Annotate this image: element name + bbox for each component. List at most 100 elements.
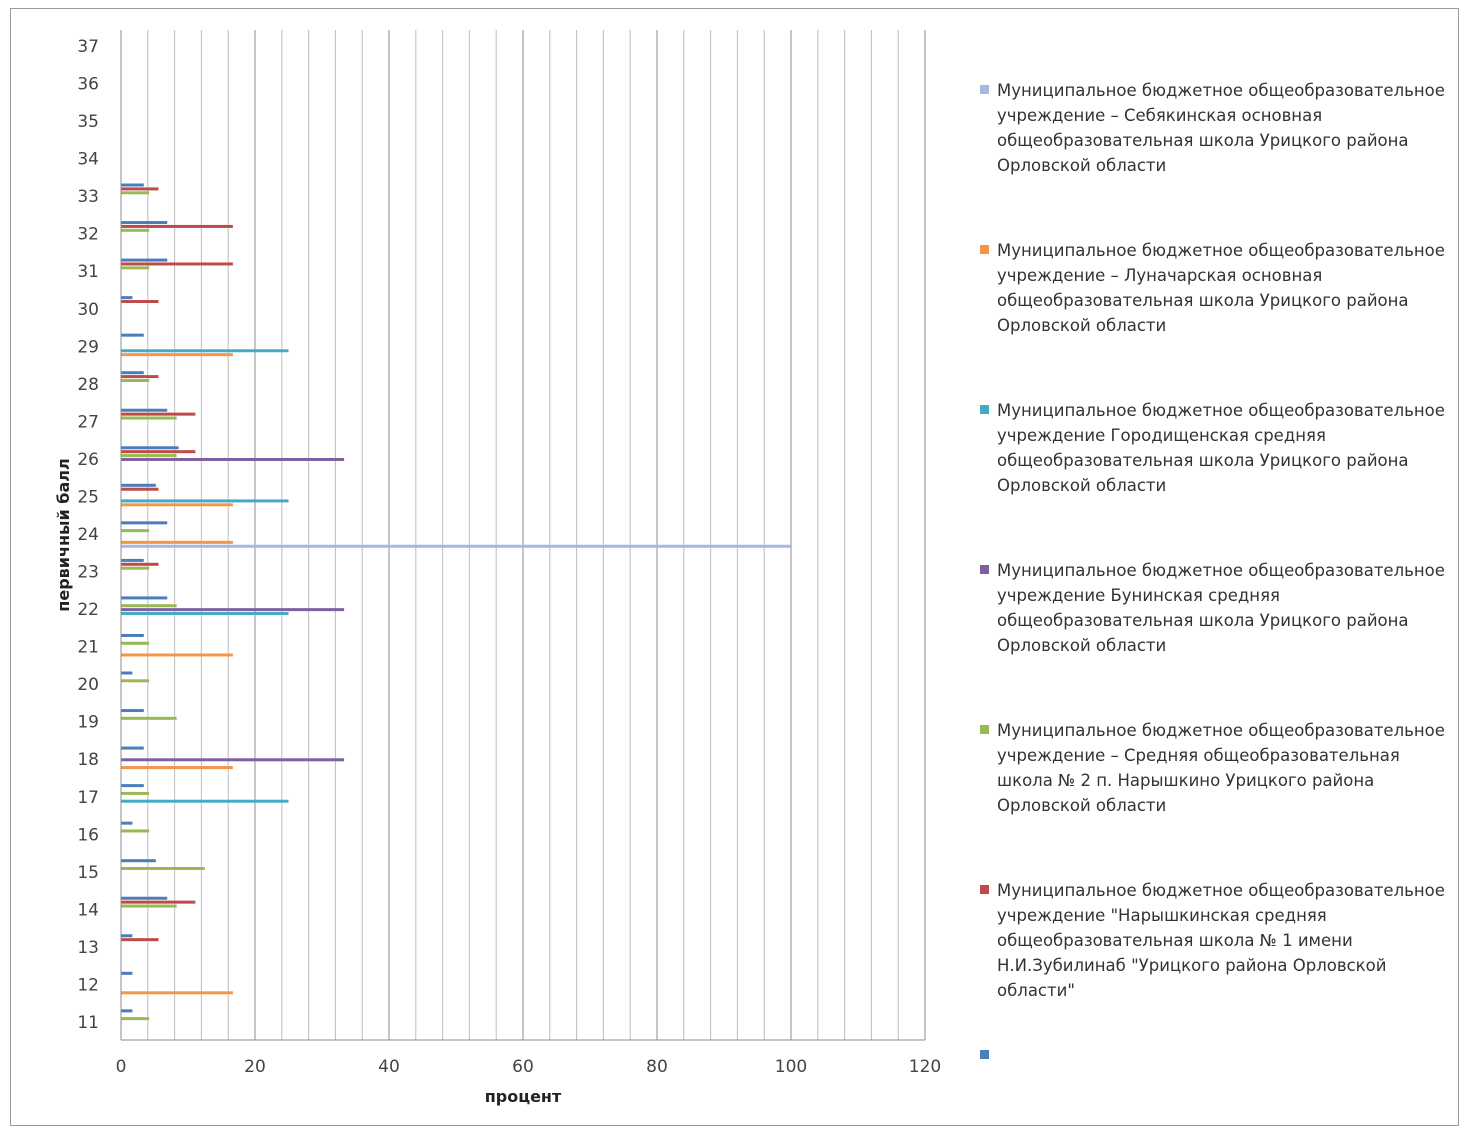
chart-frame xyxy=(10,8,1459,1126)
gridlines xyxy=(147,30,926,1040)
bar xyxy=(121,991,233,995)
y-tick-label: 33 xyxy=(77,187,99,207)
bar xyxy=(121,416,177,420)
y-tick-label: 26 xyxy=(77,450,99,470)
legend-item: Муниципальное бюджетное общеобразователь… xyxy=(980,238,1458,338)
x-tick-label: 120 xyxy=(909,1057,941,1077)
bar xyxy=(121,266,150,270)
bar xyxy=(121,408,168,412)
bar xyxy=(121,799,289,803)
bar xyxy=(121,224,233,228)
bar xyxy=(121,746,144,750)
bar xyxy=(121,353,233,357)
bar xyxy=(121,938,159,942)
bar xyxy=(121,641,150,645)
y-tick-label: 24 xyxy=(77,525,99,545)
bar xyxy=(121,633,144,637)
x-tick-label: 80 xyxy=(646,1057,668,1077)
legend-label: Муниципальное бюджетное общеобразователь… xyxy=(997,561,1445,655)
y-tick-label: 19 xyxy=(77,713,99,733)
bar xyxy=(121,971,133,975)
bar xyxy=(121,679,150,683)
bar xyxy=(121,758,345,762)
bar xyxy=(121,562,159,566)
y-tick-label: 32 xyxy=(77,225,99,245)
y-tick-label: 35 xyxy=(77,112,99,132)
bar xyxy=(121,454,177,458)
bar xyxy=(121,612,289,616)
bar xyxy=(121,378,150,382)
bar xyxy=(121,262,233,266)
y-tick-label: 23 xyxy=(77,563,99,583)
legend-label: Муниципальное бюджетное общеобразователь… xyxy=(997,81,1445,175)
legend-swatch xyxy=(980,885,989,894)
legend-item: Муниципальное бюджетное общеобразователь… xyxy=(980,558,1458,658)
bar xyxy=(121,829,150,833)
bar xyxy=(121,450,196,454)
legend-swatch xyxy=(980,245,989,254)
y-tick-label: 27 xyxy=(77,412,99,432)
axes: 11 12 13 14 15 16 17 18 19 20 21 22 23 24 25 26 27 28 29 30… xyxy=(77,30,941,1077)
x-axis-title: процент xyxy=(485,1087,562,1106)
y-tick-label: 29 xyxy=(77,337,99,357)
x-tick-label: 40 xyxy=(378,1057,400,1077)
bar xyxy=(121,296,133,300)
bar xyxy=(121,784,144,788)
bar xyxy=(121,483,156,487)
legend-item: Муниципальное бюджетное общеобразователь… xyxy=(980,78,1458,178)
bar xyxy=(121,503,233,507)
bar xyxy=(121,371,144,375)
bar xyxy=(121,604,177,608)
bar xyxy=(121,521,168,525)
bar xyxy=(121,934,133,938)
y-tick-label: 15 xyxy=(77,863,99,883)
bar xyxy=(121,191,150,195)
legend-swatch xyxy=(980,1050,989,1059)
bar xyxy=(121,900,196,904)
bar xyxy=(121,349,289,353)
x-tick-label: 0 xyxy=(116,1057,127,1077)
bar xyxy=(121,821,133,825)
y-tick-label: 20 xyxy=(77,675,99,695)
bar xyxy=(121,540,233,544)
y-tick-label: 11 xyxy=(77,1013,99,1033)
y-tick-label: 28 xyxy=(77,375,99,395)
y-tick-label: 12 xyxy=(77,975,99,995)
y-tick-label: 34 xyxy=(77,150,99,170)
bar xyxy=(121,766,233,770)
bar xyxy=(121,791,150,795)
bar xyxy=(121,487,159,491)
legend-label: Муниципальное бюджетное общеобразователь… xyxy=(997,721,1445,815)
bar xyxy=(121,412,196,416)
legend-item xyxy=(980,1043,1458,1059)
legend-item: Муниципальное бюджетное общеобразователь… xyxy=(980,718,1458,818)
y-tick-label: 25 xyxy=(77,487,99,507)
bar xyxy=(121,457,345,461)
legend-label: Муниципальное бюджетное общеобразователь… xyxy=(997,241,1445,335)
bar xyxy=(121,1009,133,1013)
legend-swatch xyxy=(980,565,989,574)
bar xyxy=(121,258,168,262)
bar xyxy=(121,904,177,908)
bar xyxy=(121,716,177,720)
y-tick-label: 22 xyxy=(77,600,99,620)
bar xyxy=(121,300,159,304)
y-axis-title: первичный балл xyxy=(54,458,73,611)
legend-label: Муниципальное бюджетное общеобразователь… xyxy=(997,401,1445,495)
bar xyxy=(121,558,144,562)
legend-swatch xyxy=(980,85,989,94)
y-tick-label: 31 xyxy=(77,262,99,282)
bar xyxy=(121,544,791,548)
legend-item: Муниципальное бюджетное общеобразователь… xyxy=(980,878,1458,1003)
bar xyxy=(121,228,150,232)
bar xyxy=(121,608,345,612)
bar xyxy=(121,375,159,379)
bar xyxy=(121,187,159,191)
bar xyxy=(121,221,168,225)
bar xyxy=(121,1017,150,1021)
y-tick-label: 18 xyxy=(77,750,99,770)
y-tick-label: 14 xyxy=(77,900,99,920)
bar xyxy=(121,529,150,533)
bars xyxy=(121,183,791,1021)
